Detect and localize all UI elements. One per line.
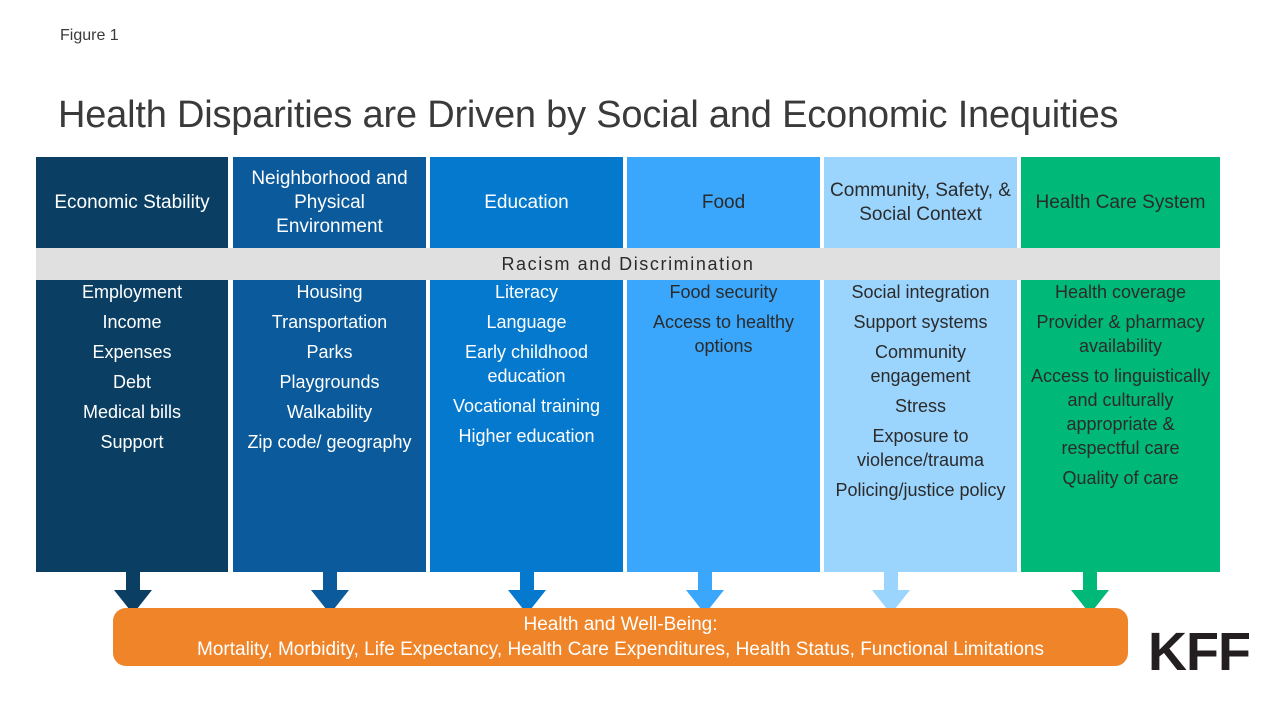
column-education: Education Literacy Language Early childh… — [430, 157, 623, 572]
health-and-wellbeing-banner: Health and Well-Being: Mortality, Morbid… — [113, 608, 1128, 666]
list-item: Parks — [306, 342, 353, 362]
column-items-neighborhood-and-physical-environment: Housing Transportation Parks Playgrounds… — [233, 280, 426, 572]
down-arrow-icon-health-care-system — [1068, 572, 1112, 616]
down-arrow-icon-food — [683, 572, 727, 616]
list-item: Expenses — [92, 342, 172, 362]
list-item: Language — [486, 312, 567, 332]
list-item: Literacy — [494, 282, 559, 302]
column-header-education: Education — [484, 191, 569, 213]
figure-label: Figure 1 — [60, 27, 119, 44]
list-item: Early childhood education — [464, 342, 589, 386]
column-economic-stability: Economic Stability Employment Income Exp… — [36, 157, 228, 572]
list-item: Policing/justice policy — [835, 480, 1006, 500]
list-item: Debt — [112, 372, 152, 392]
down-arrow-icon-community-safety — [869, 572, 913, 616]
column-header-food: Food — [701, 191, 746, 213]
column-community-safety-social-context: Community, Safety, & Social Context Soci… — [824, 157, 1017, 572]
list-item: Exposure to violence/trauma — [856, 426, 985, 470]
down-arrow-icon-education — [505, 572, 549, 616]
list-item: Provider & pharmacy availability — [1036, 312, 1205, 356]
column-health-care-system: Health Care System Health coverage Provi… — [1021, 157, 1220, 572]
list-item: Medical bills — [82, 402, 182, 422]
list-item: Playgrounds — [279, 372, 380, 392]
list-item: Social integration — [851, 282, 990, 302]
list-item: Vocational training — [452, 396, 601, 416]
column-header-community-safety-social-context: Community, Safety, & Social Context — [830, 179, 1011, 225]
list-item: Housing — [296, 282, 363, 302]
column-items-community-safety-social-context: Social integration Support systems Commu… — [824, 280, 1017, 572]
outcome-banner-line-2: Mortality, Morbidity, Life Expectancy, H… — [197, 639, 1044, 660]
list-item: Stress — [894, 396, 946, 416]
list-item: Access to linguistically and culturally … — [1030, 366, 1211, 458]
racism-and-discrimination-band: Racism and Discrimination — [36, 248, 1220, 280]
down-arrow-icon-neighborhood — [308, 572, 352, 616]
column-header-economic-stability: Economic Stability — [54, 191, 210, 213]
outcome-banner-line-1: Health and Well-Being: — [523, 614, 718, 635]
column-header-neighborhood-and-physical-environment: Neighborhood and Physical Environment — [251, 167, 408, 237]
list-item: Employment — [81, 282, 183, 302]
list-item: Income — [102, 312, 162, 332]
list-item: Higher education — [458, 426, 595, 446]
list-item: Support systems — [853, 312, 988, 332]
down-arrow-icon-economic-stability — [111, 572, 155, 616]
list-item: Zip code/ geography — [247, 432, 412, 452]
list-item: Health coverage — [1054, 282, 1187, 302]
column-items-economic-stability: Employment Income Expenses Debt Medical … — [36, 280, 228, 572]
list-item: Community engagement — [870, 342, 971, 386]
column-items-education: Literacy Language Early childhood educat… — [430, 280, 623, 572]
column-items-health-care-system: Health coverage Provider & pharmacy avai… — [1021, 280, 1220, 572]
list-item: Quality of care — [1062, 468, 1179, 488]
list-item: Transportation — [271, 312, 388, 332]
determinants-diagram: Economic Stability Employment Income Exp… — [36, 157, 1220, 572]
column-items-food: Food security Access to healthy options — [627, 280, 820, 572]
list-item: Access to healthy options — [652, 312, 795, 356]
page-title: Health Disparities are Driven by Social … — [58, 94, 1119, 137]
kff-logo: KFF — [1148, 622, 1251, 682]
column-food: Food Food security Access to healthy opt… — [627, 157, 820, 572]
list-item: Food security — [669, 282, 778, 302]
list-item: Support — [100, 432, 164, 452]
list-item: Walkability — [286, 402, 373, 422]
column-neighborhood-and-physical-environment: Neighborhood and Physical Environment Ho… — [233, 157, 426, 572]
column-header-health-care-system: Health Care System — [1035, 191, 1206, 213]
